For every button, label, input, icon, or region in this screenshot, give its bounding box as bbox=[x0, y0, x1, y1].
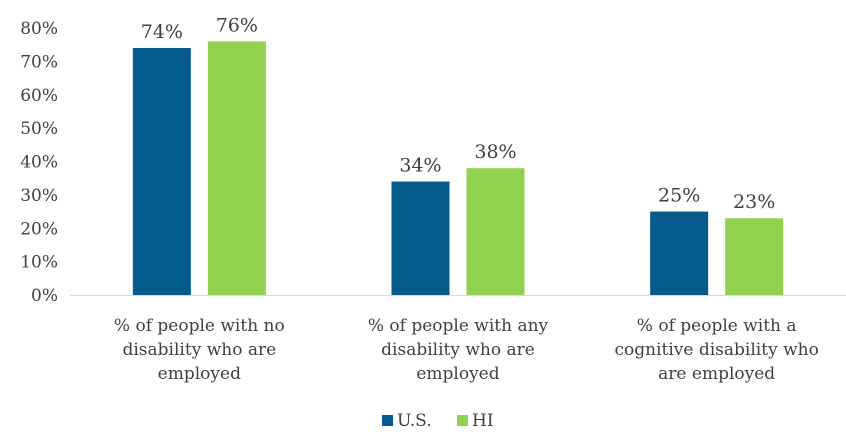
data-labels: 74% 76% 34% 38% 25% 23% bbox=[141, 14, 776, 213]
data-label: 38% bbox=[474, 141, 516, 163]
data-label: 34% bbox=[399, 155, 441, 177]
legend-label-hi: HI bbox=[472, 411, 494, 431]
category-label-line: % of people with a bbox=[637, 316, 797, 336]
legend-swatch-us bbox=[382, 415, 393, 426]
y-tick-label: 80% bbox=[20, 19, 58, 39]
y-tick-label: 30% bbox=[20, 186, 58, 206]
bar-us-2 bbox=[650, 211, 709, 295]
category-label: % of people with no disability who are emp… bbox=[114, 316, 285, 384]
legend: U.S. HI bbox=[382, 411, 494, 431]
category-labels: % of people with no disability who are emp… bbox=[114, 316, 819, 384]
category-label-line: employed bbox=[416, 364, 499, 384]
y-tick-label: 40% bbox=[20, 153, 58, 173]
y-tick-label: 0% bbox=[31, 286, 58, 306]
category-label-line: % of people with no bbox=[114, 316, 285, 336]
category-label-line: disability who are bbox=[122, 340, 276, 360]
bar-us-0 bbox=[132, 48, 191, 296]
y-tick-label: 10% bbox=[20, 253, 58, 273]
bars bbox=[132, 41, 784, 296]
y-axis-ticks: 0% 10% 20% 30% 40% 50% 60% 70% 80% bbox=[20, 19, 58, 306]
category-label-line: employed bbox=[158, 364, 241, 384]
category-label-line: are employed bbox=[658, 364, 775, 384]
data-label: 76% bbox=[216, 14, 258, 36]
y-tick-label: 50% bbox=[20, 119, 58, 139]
bar-us-1 bbox=[391, 181, 450, 295]
category-label-line: cognitive disability who bbox=[615, 340, 819, 360]
legend-label-us: U.S. bbox=[397, 411, 432, 431]
category-label: % of people with any disability who are em… bbox=[368, 316, 549, 384]
category-label-line: disability who are bbox=[381, 340, 535, 360]
data-label: 23% bbox=[733, 191, 775, 213]
data-label: 74% bbox=[141, 21, 183, 43]
data-label: 25% bbox=[658, 185, 700, 207]
category-label: % of people with a cognitive disability w… bbox=[615, 316, 819, 384]
bar-hi-1 bbox=[466, 168, 525, 295]
bar-hi-2 bbox=[725, 218, 784, 295]
y-tick-label: 20% bbox=[20, 219, 58, 239]
y-tick-label: 70% bbox=[20, 52, 58, 72]
y-tick-label: 60% bbox=[20, 86, 58, 106]
bar-hi-0 bbox=[207, 41, 266, 295]
legend-swatch-hi bbox=[457, 415, 468, 426]
category-label-line: % of people with any bbox=[368, 316, 549, 336]
